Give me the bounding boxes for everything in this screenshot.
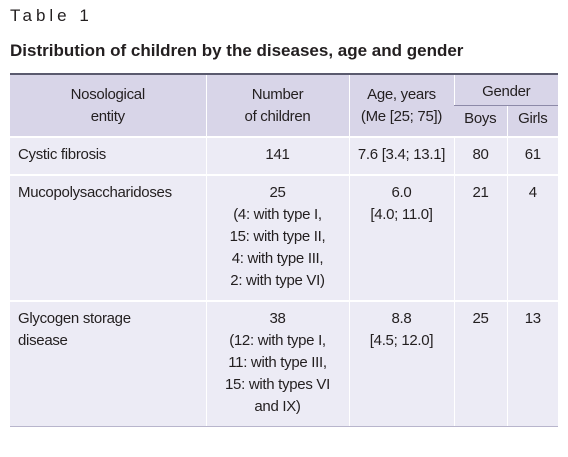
table-cell: 141 (205, 136, 349, 176)
cell-line: 4 (528, 184, 537, 201)
cell-line: (4: with type I, (233, 206, 322, 223)
column-header: Nosological entity (10, 73, 206, 138)
cell-line: Age, years (367, 85, 436, 103)
cell-line: [4.5; 12.0] (369, 332, 434, 349)
table-cell: 80 (453, 136, 507, 176)
cell-line: Cystic fibrosis (18, 146, 107, 163)
cell-line: (Me [25; 75]) (360, 107, 443, 125)
cell-line: 61 (524, 146, 541, 163)
table-cell: Cystic fibrosis (10, 136, 206, 176)
data-table: Nosological entity Number of children Age, y… (10, 73, 558, 427)
cell-line: 6.0 (391, 184, 412, 201)
cell-line: 25 (472, 310, 489, 327)
cell-line: 38 (269, 310, 286, 327)
table-cell: 38 (12: with type I, 11: with type III, 15:… (205, 300, 349, 427)
table-head: Nosological entity Number of children Age, y… (10, 73, 558, 138)
table-cell: 4 (506, 174, 558, 302)
table-cell: 7.6 [3.4; 13.1] (348, 136, 454, 176)
cell-line: of children (244, 107, 311, 125)
header-row: Nosological entity Number of children Age, y… (10, 73, 558, 138)
cell-line: 7.6 [3.4; 13.1] (357, 146, 446, 163)
table-cell: Glycogen storage disease (10, 300, 206, 427)
table-cell: 61 (506, 136, 558, 176)
table-title: Distribution of children by the diseases… (10, 41, 464, 60)
column-header: Age, years (Me [25; 75]) (348, 73, 454, 138)
cell-line: 21 (472, 184, 489, 201)
table-row: Mucopolysaccharidoses 25 (4: with type I, 1… (10, 174, 558, 302)
cell-line: 11: with type III, (228, 354, 327, 371)
cell-line: 8.8 (391, 310, 412, 327)
table-body: Cystic fibrosis 141 7.6 [3.4; 13.1] 80 61 Muc… (10, 136, 558, 427)
cell-line: disease (18, 332, 68, 349)
cell-line: 2: with type VI) (230, 272, 325, 289)
group-header: Gender (453, 73, 558, 106)
column-header: Number of children (205, 73, 349, 138)
table-row: Cystic fibrosis 141 7.6 [3.4; 13.1] 80 61 (10, 136, 558, 176)
table-cell: 6.0 [4.0; 11.0] (348, 174, 454, 302)
column-header: Girls (506, 105, 558, 138)
table-cell: 21 (453, 174, 507, 302)
cell-line: 15: with type II, (229, 228, 326, 245)
table-cell: 25 (453, 300, 507, 427)
cell-line: 141 (265, 146, 290, 163)
cell-line: Mucopolysaccharidoses (18, 184, 172, 201)
table-row: Glycogen storage disease 38 (12: with type … (10, 300, 558, 427)
cell-line: Glycogen storage (18, 310, 131, 327)
cell-line: 13 (524, 310, 541, 327)
cell-line: 80 (472, 146, 489, 163)
cell-line: 4: with type III, (231, 250, 324, 267)
table-cell: 13 (506, 300, 558, 427)
table-cell: 25 (4: with type I, 15: with type II, 4: wi… (205, 174, 349, 302)
cell-line: 15: with types VI (225, 376, 330, 393)
column-header: Boys (454, 105, 507, 138)
cell-line: entity (90, 107, 125, 125)
cell-line: (12: with type I, (229, 332, 326, 349)
cell-line: 25 (269, 184, 286, 201)
cell-line: Nosological (70, 85, 146, 103)
table-cell: Mucopolysaccharidoses (10, 174, 206, 302)
cell-line: [4.0; 11.0] (370, 206, 433, 223)
cell-line: Number (251, 85, 304, 103)
cell-line: and IX) (254, 398, 301, 415)
table-label: Table 1 (10, 6, 93, 25)
table-cell: 8.8 [4.5; 12.0] (348, 300, 454, 427)
